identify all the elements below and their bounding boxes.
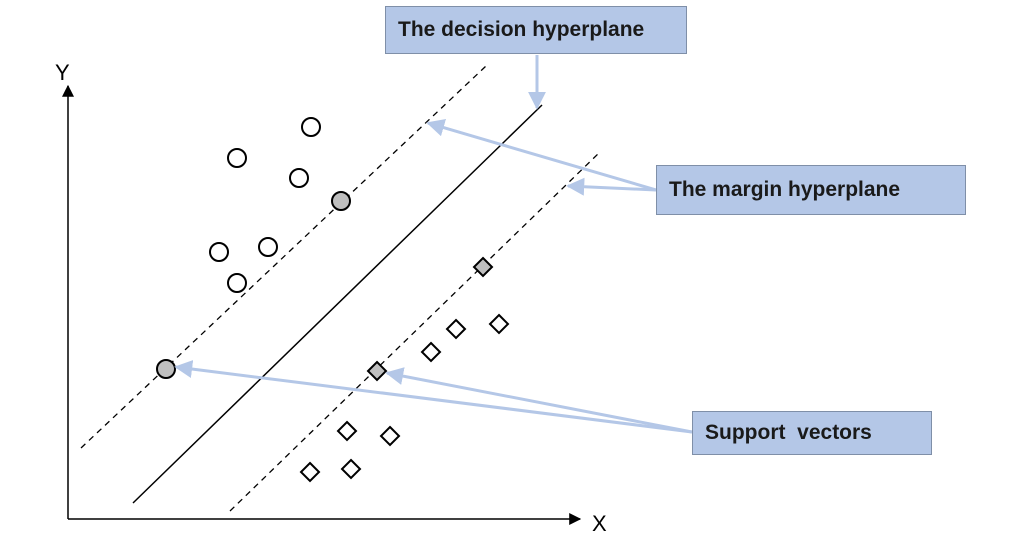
diamond-point — [379, 425, 401, 447]
support-callout-arrow-right — [385, 367, 693, 434]
margin-callout-arrow-upper — [426, 118, 657, 192]
circle-point — [227, 273, 247, 293]
diamond-point — [299, 461, 321, 483]
circle-support-vector — [331, 191, 351, 211]
diamond-point — [340, 458, 362, 480]
diamond-support-vector — [366, 360, 388, 382]
support-callout-arrow-left — [174, 360, 693, 434]
diamond-point — [420, 341, 442, 363]
diamond-point — [336, 420, 358, 442]
margin-hyperplane-callout: The margin hyperplane — [656, 165, 966, 215]
y-axis-label: Y — [55, 60, 70, 85]
decision-hyperplane-callout: The decision hyperplane — [385, 6, 687, 54]
circle-support-vector — [156, 359, 176, 379]
support-vectors-callout: Support vectors — [692, 411, 932, 455]
circle-point — [227, 148, 247, 168]
margin-hyperplane-lower — [229, 151, 601, 512]
diamond-point — [445, 318, 467, 340]
circle-point — [258, 237, 278, 257]
margin-callout-arrow-lower — [566, 177, 657, 196]
diamond-support-vector — [472, 256, 494, 278]
x-axis-label: X — [592, 511, 607, 536]
diamond-point — [488, 313, 510, 335]
circle-point — [301, 117, 321, 137]
circle-point — [209, 242, 229, 262]
circle-point — [289, 168, 309, 188]
decision-hyperplane — [132, 104, 543, 504]
margin-hyperplane-upper — [80, 65, 487, 449]
